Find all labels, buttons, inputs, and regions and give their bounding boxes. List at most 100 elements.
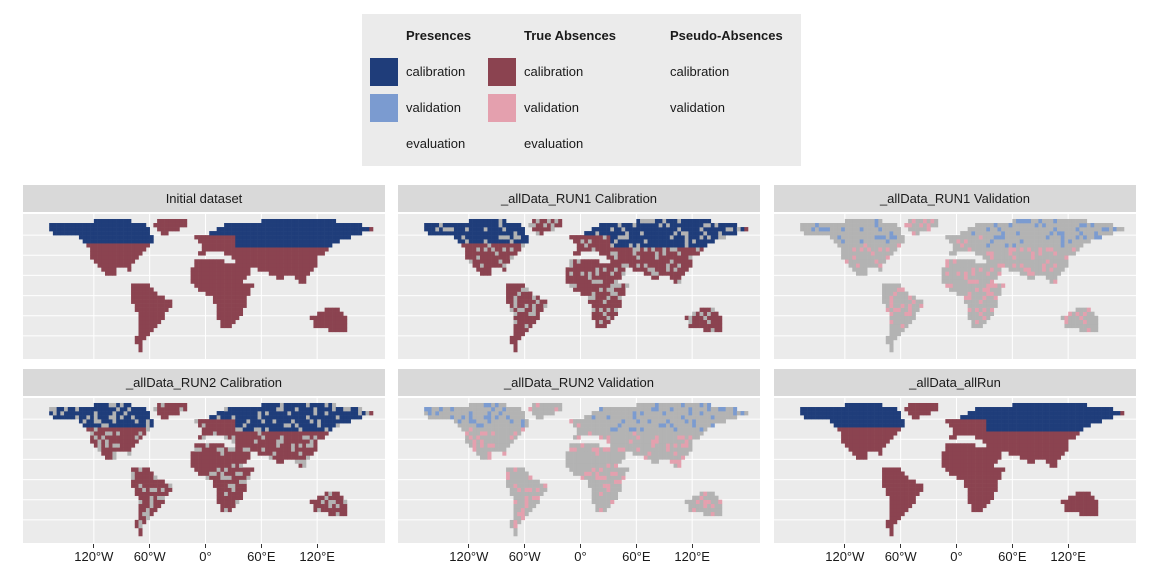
map-cell (198, 287, 203, 292)
map-cell (517, 415, 522, 420)
map-cell (692, 407, 697, 412)
map-cell (692, 311, 697, 317)
map-cell (960, 235, 965, 240)
map-cell (1049, 259, 1054, 264)
map-cell (870, 247, 875, 252)
map-cell (142, 495, 147, 501)
map-cell (105, 439, 110, 444)
map-cell (1042, 227, 1047, 232)
map-cell (309, 407, 314, 412)
map-cell (105, 239, 110, 244)
map-cell (885, 255, 890, 260)
map-cell (1019, 251, 1024, 256)
map-cell (673, 427, 678, 432)
map-cell (681, 239, 686, 244)
map-cell (651, 451, 656, 456)
map-cell (1075, 227, 1080, 232)
map-cell (621, 287, 626, 292)
map-cell (632, 435, 637, 440)
map-cell (283, 255, 288, 260)
map-cell (265, 247, 270, 252)
map-cell (509, 251, 514, 256)
map-cell (427, 227, 432, 232)
map-cell (168, 227, 173, 232)
map-cell (673, 247, 678, 252)
map-cell (576, 283, 581, 288)
map-cell (599, 243, 604, 248)
map-cell (569, 451, 574, 456)
map-cell (617, 479, 622, 484)
map-cell (268, 263, 273, 268)
map-cell (201, 235, 206, 240)
map-cell (472, 447, 477, 452)
map-cell (498, 247, 503, 252)
map-cell (982, 231, 987, 236)
map-cell (306, 271, 311, 276)
map-cell (565, 451, 570, 456)
map-cell (216, 443, 221, 448)
map-cell (963, 263, 968, 268)
map-cell (621, 447, 626, 452)
map-cell (142, 519, 147, 525)
map-cell (358, 227, 363, 232)
map-cell (591, 451, 596, 456)
map-cell (265, 255, 270, 260)
map-cell (513, 523, 518, 529)
map-cell (227, 427, 232, 432)
map-cell (580, 287, 585, 292)
map-cell (986, 239, 991, 244)
legend-label-presence-calibration: calibration (406, 64, 466, 79)
map-cell (856, 231, 861, 236)
map-cell (116, 227, 121, 232)
map-cell (591, 315, 596, 321)
map-cell (101, 223, 106, 228)
map-cell (227, 243, 232, 248)
map-cell (707, 315, 712, 321)
map-cell (807, 227, 812, 232)
map-cell (703, 503, 708, 509)
map-cell (1027, 275, 1032, 280)
map-cell (52, 407, 57, 412)
map-cell (651, 427, 656, 432)
map-cell (569, 283, 574, 288)
map-cell (666, 431, 671, 436)
map-cell (276, 259, 281, 264)
map-cell (617, 271, 622, 276)
map-cell (520, 411, 525, 416)
map-cell (227, 223, 232, 228)
map-cell (967, 283, 972, 288)
map-cell (198, 267, 203, 272)
map-cell (509, 243, 514, 248)
map-cell (231, 299, 236, 304)
map-cell (306, 419, 311, 424)
map-cell (175, 227, 180, 232)
map-cell (235, 239, 240, 244)
map-cell (677, 263, 682, 268)
map-cell (524, 287, 529, 292)
map-cell (257, 435, 262, 440)
map-cell (967, 303, 972, 308)
map-cell (952, 279, 957, 284)
map-cell (614, 475, 619, 480)
map-cell (815, 223, 820, 228)
map-cell (309, 423, 314, 428)
map-cell (993, 271, 998, 276)
map-cell (614, 443, 619, 448)
map-cell (306, 435, 311, 440)
map-cell (610, 255, 615, 260)
map-cell (617, 447, 622, 452)
map-cell (599, 431, 604, 436)
map-cell (216, 231, 221, 236)
map-cell (1034, 239, 1039, 244)
map-cell (599, 427, 604, 432)
map-cell (703, 227, 708, 232)
map-cell (539, 407, 544, 412)
map-cell (632, 247, 637, 252)
map-cell (617, 243, 622, 248)
map-cell (967, 299, 972, 304)
map-cell (450, 231, 455, 236)
map-cell (595, 475, 600, 480)
map-cell (591, 227, 596, 232)
map-cell (145, 427, 150, 432)
map-cell (710, 407, 715, 412)
